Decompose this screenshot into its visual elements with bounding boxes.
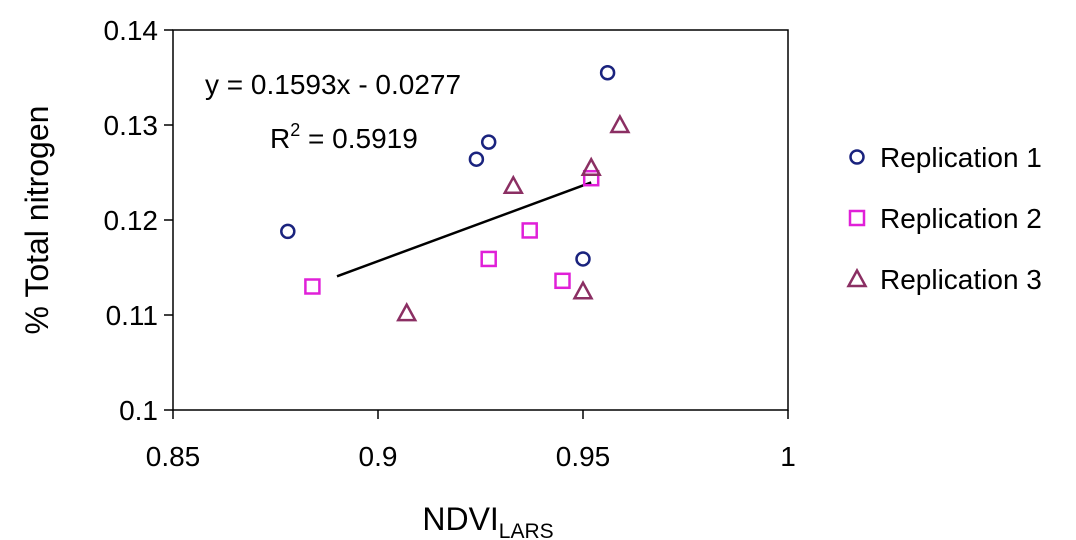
data-point-triangle xyxy=(572,280,594,300)
legend-marker-square xyxy=(848,209,866,227)
x-tick-label: 0.95 xyxy=(556,441,611,472)
y-axis-label: % Total nitrogen xyxy=(19,106,55,335)
data-point-triangle xyxy=(502,174,524,195)
trendline xyxy=(336,181,592,278)
plot-area: 0.1 0.11 0.12 0.13 0.14 0.85 0.9 0.95 1 xyxy=(104,15,796,472)
data-point-square xyxy=(554,272,571,290)
x-tick-label: 1 xyxy=(780,441,796,472)
x-axis-label: NDVILARS xyxy=(422,501,553,540)
y-tick-label: 0.12 xyxy=(104,205,159,236)
r-squared-value: = 0.5919 xyxy=(300,123,418,154)
data-point-circle xyxy=(468,151,485,167)
y-tick-label: 0.11 xyxy=(106,300,158,331)
data-point-triangle xyxy=(609,113,631,134)
legend-marker-triangle xyxy=(846,267,868,288)
y-tick-label: 0.1 xyxy=(119,395,158,426)
data-point-circle xyxy=(575,251,591,267)
legend-marker-circle xyxy=(849,149,865,165)
data-point-circle xyxy=(599,65,616,81)
x-tick-label: 0.85 xyxy=(146,441,201,472)
data-point-circle xyxy=(280,223,296,240)
legend-label: Replication 2 xyxy=(880,203,1042,234)
y-tick-label: 0.13 xyxy=(104,110,159,141)
legend-label: Replication 1 xyxy=(880,142,1042,173)
legend: Replication 1 Replication 2 Replication 3 xyxy=(846,142,1042,295)
x-tick-label: 0.9 xyxy=(359,441,398,472)
trendline-equation: y = 0.1593x - 0.0277 xyxy=(205,69,461,100)
r-squared-exponent: 2 xyxy=(290,120,300,140)
data-point-triangle xyxy=(580,156,602,176)
y-tick-label: 0.14 xyxy=(104,15,159,46)
data-marks xyxy=(280,65,631,322)
x-axis-label-main: NDVI xyxy=(422,501,498,537)
data-point-square xyxy=(582,169,600,187)
data-point-square xyxy=(304,278,321,295)
data-point-circle xyxy=(480,134,497,150)
legend-label: Replication 3 xyxy=(880,264,1042,295)
x-axis-label-subscript: LARS xyxy=(499,520,554,540)
r-squared-label: R2 = 0.5919 xyxy=(270,120,418,154)
data-point-square xyxy=(480,250,497,268)
data-point-square xyxy=(521,222,538,239)
r-squared-r: R xyxy=(270,123,290,154)
data-point-triangle xyxy=(396,302,418,322)
